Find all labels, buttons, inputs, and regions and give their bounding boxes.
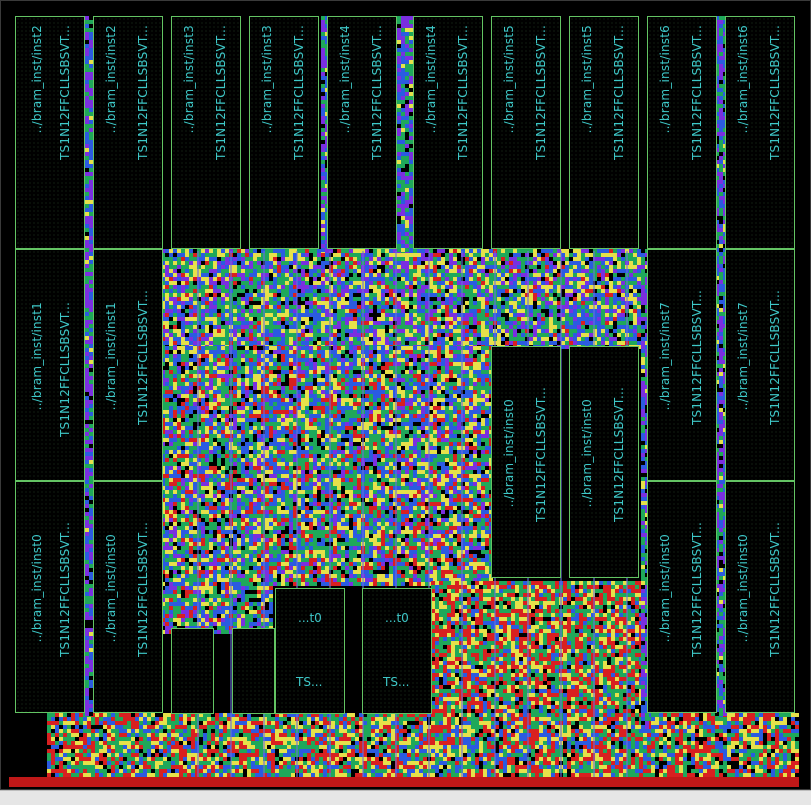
macro-inst-label: ../bram_inst/inst4 (338, 25, 352, 134)
macro-inst-label: ../bram_inst/inst5 (580, 25, 594, 134)
macro-block[interactable]: ../bram_inst/inst3 TS1N12FFCLLSBSVT... (249, 16, 319, 249)
small-macro-block[interactable]: ...t0 TS... (275, 588, 345, 714)
macro-inst-label: ../bram_inst/inst0 (502, 399, 516, 508)
small-macro-block[interactable] (232, 628, 275, 714)
macro-cell-label: TS1N12FFCLLSBSVT... (534, 25, 548, 160)
macro-inst-label: ../bram_inst/inst7 (736, 302, 750, 411)
macro-inst-label: ../bram_inst/inst1 (30, 302, 44, 411)
macro-block[interactable]: ../bram_inst/inst2 TS1N12FFCLLSBSVT... (93, 16, 163, 249)
macro-cell-label: TS1N12FFCLLSBSVT... (136, 290, 150, 425)
macro-block[interactable]: ../bram_inst/inst2 TS1N12FFCLLSBSVT... (15, 16, 85, 249)
macro-cell-label: TS1N12FFCLLSBSVT... (292, 25, 306, 160)
macro-inst-label: ../bram_inst/inst3 (182, 25, 196, 134)
macro-inst-label: ../bram_inst/inst6 (658, 25, 672, 134)
macro-cell-label: TS1N12FFCLLSBSVT... (214, 25, 228, 160)
macro-block[interactable]: ../bram_inst/inst6 TS1N12FFCLLSBSVT... (725, 16, 795, 249)
macro-block[interactable]: ../bram_inst/inst0 TS1N12FFCLLSBSVT... (93, 481, 163, 713)
macro-cell-label: TS1N12FFCLLSBSVT... (612, 25, 626, 160)
macro-block[interactable]: ../bram_inst/inst4 TS1N12FFCLLSBSVT... (413, 16, 483, 249)
macro-cell-label: TS1N12FFCLLSBSVT... (690, 290, 704, 425)
macro-block[interactable]: ../bram_inst/inst7 TS1N12FFCLLSBSVT... (647, 249, 717, 481)
macro-cell-label: TS1N12FFCLLSBSVT... (768, 25, 782, 160)
macro-block[interactable]: ../bram_inst/inst5 TS1N12FFCLLSBSVT... (491, 16, 561, 249)
macro-inst-label: ../bram_inst/inst2 (30, 25, 44, 134)
macro-cell-label: TS1N12FFCLLSBSVT... (58, 25, 72, 160)
macro-inst-label: ../bram_inst/inst5 (502, 25, 516, 134)
power-rail (9, 777, 799, 787)
macro-cell-label: TS1N12FFCLLSBSVT... (612, 387, 626, 522)
status-bar (0, 790, 811, 805)
macro-cell-label: TS1N12FFCLLSBSVT... (136, 522, 150, 657)
macro-block[interactable]: ../bram_inst/inst7 TS1N12FFCLLSBSVT... (725, 249, 795, 481)
macro-inst-label: ../bram_inst/inst1 (104, 302, 118, 411)
macro-inst-label: ../bram_inst/inst0 (30, 534, 44, 643)
macro-inst-label: ../bram_inst/inst2 (104, 25, 118, 134)
macro-cell-label: TS1N12FFCLLSBSVT... (58, 522, 72, 657)
macro-inst-label: ../bram_inst/inst0 (104, 534, 118, 643)
macro-cell-label: TS1N12FFCLLSBSVT... (370, 25, 384, 160)
macro-block[interactable]: ../bram_inst/inst6 TS1N12FFCLLSBSVT... (647, 16, 717, 249)
macro-inst-label: ...t0 (385, 611, 409, 625)
macro-cell-label: TS1N12FFCLLSBSVT... (136, 25, 150, 160)
macro-block[interactable]: ../bram_inst/inst1 TS1N12FFCLLSBSVT... (93, 249, 163, 481)
macro-inst-label: ../bram_inst/inst0 (736, 534, 750, 643)
macro-block[interactable]: ../bram_inst/inst0 TS1N12FFCLLSBSVT... (15, 481, 85, 713)
macro-inst-label: ../bram_inst/inst0 (658, 534, 672, 643)
macro-block[interactable]: ../bram_inst/inst0 TS1N12FFCLLSBSVT... (725, 481, 795, 713)
macro-cell-label: TS1N12FFCLLSBSVT... (534, 387, 548, 522)
macro-inst-label: ../bram_inst/inst7 (658, 302, 672, 411)
macro-inst-label: ../bram_inst/inst6 (736, 25, 750, 134)
macro-inst-label: ../bram_inst/inst4 (424, 25, 438, 134)
macro-block[interactable]: ../bram_inst/inst5 TS1N12FFCLLSBSVT... (569, 16, 639, 249)
macro-inst-label: ...t0 (298, 611, 322, 625)
macro-cell-label: TS1N12FFCLLSBSVT... (690, 522, 704, 657)
macro-block[interactable]: ../bram_inst/inst0 TS1N12FFCLLSBSVT... (647, 481, 717, 713)
macro-inst-label: ../bram_inst/inst0 (580, 399, 594, 508)
macro-block[interactable]: ../bram_inst/inst4 TS1N12FFCLLSBSVT... (327, 16, 397, 249)
macro-cell-label: TS1N12FFCLLSBSVT... (58, 302, 72, 437)
macro-block[interactable]: ../bram_inst/inst0 TS1N12FFCLLSBSVT... (491, 346, 561, 578)
macro-cell-label: TS1N12FFCLLSBSVT... (456, 25, 470, 160)
macro-inst-label: ../bram_inst/inst3 (260, 25, 274, 134)
macro-block[interactable]: ../bram_inst/inst3 TS1N12FFCLLSBSVT... (171, 16, 241, 249)
macro-block[interactable]: ../bram_inst/inst1 TS1N12FFCLLSBSVT... (15, 249, 85, 481)
small-macro-block[interactable] (171, 628, 214, 714)
macro-cell-label: TS1N12FFCLLSBSVT... (690, 25, 704, 160)
congestion-heatmap (47, 16, 799, 781)
macro-block[interactable]: ../bram_inst/inst0 TS1N12FFCLLSBSVT... (569, 346, 639, 578)
macro-cell-label: TS1N12FFCLLSBSVT... (768, 522, 782, 657)
macro-cell-label: TS... (383, 675, 410, 689)
small-macro-block[interactable]: ...t0 TS... (362, 588, 432, 714)
macro-cell-label: TS1N12FFCLLSBSVT... (768, 290, 782, 425)
macro-cell-label: TS... (296, 675, 323, 689)
